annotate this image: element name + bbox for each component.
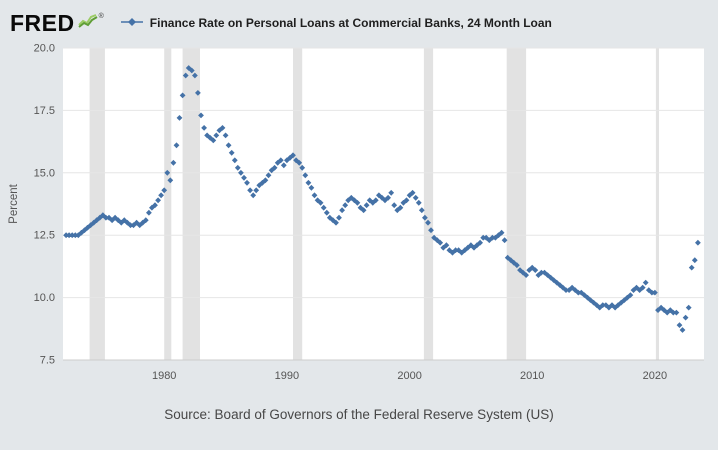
- registered-trademark: ®: [98, 13, 104, 20]
- chart-svg[interactable]: 7.5 10.0 12.5 15.0 17.5 20.0 1980 1990 2000 2010 2…: [3, 40, 715, 388]
- series-legend[interactable]: Finance Rate on Personal Loans at Commer…: [120, 14, 552, 32]
- series-legend-label: Finance Rate on Personal Loans at Commer…: [149, 16, 552, 30]
- svg-text:1980: 1980: [152, 370, 176, 382]
- legend-marker-icon: [120, 14, 144, 32]
- svg-text:2020: 2020: [643, 370, 667, 382]
- x-axis-labels: 1980 1990 2000 2010 2020: [152, 370, 667, 382]
- svg-text:10.0: 10.0: [34, 292, 55, 304]
- data-points[interactable]: [63, 65, 701, 333]
- gridlines: [63, 47, 704, 361]
- fred-logo[interactable]: FRED ®: [10, 10, 104, 36]
- svg-text:12.5: 12.5: [34, 230, 55, 242]
- plot-area: [63, 48, 704, 360]
- chart-container: 7.5 10.0 12.5 15.0 17.5 20.0 1980 1990 2000 2010 2…: [0, 40, 718, 393]
- svg-text:1990: 1990: [275, 370, 299, 382]
- y-axis-title: Percent: [8, 183, 20, 223]
- svg-text:20.0: 20.0: [34, 43, 55, 55]
- source-text: Source: Board of Governors of the Federa…: [164, 407, 554, 422]
- header: FRED ® Finance Rate on Personal Loans at…: [0, 0, 718, 40]
- fred-logo-text: FRED: [10, 10, 75, 36]
- fred-logo-sparkline-icon: [77, 12, 98, 33]
- recession-bands: [89, 48, 659, 360]
- svg-text:17.5: 17.5: [34, 105, 55, 117]
- y-axis-labels: 7.5 10.0 12.5 15.0 17.5 20.0: [34, 43, 55, 367]
- svg-text:2000: 2000: [397, 370, 421, 382]
- svg-text:2010: 2010: [520, 370, 544, 382]
- svg-text:7.5: 7.5: [40, 355, 55, 367]
- svg-text:15.0: 15.0: [34, 167, 55, 179]
